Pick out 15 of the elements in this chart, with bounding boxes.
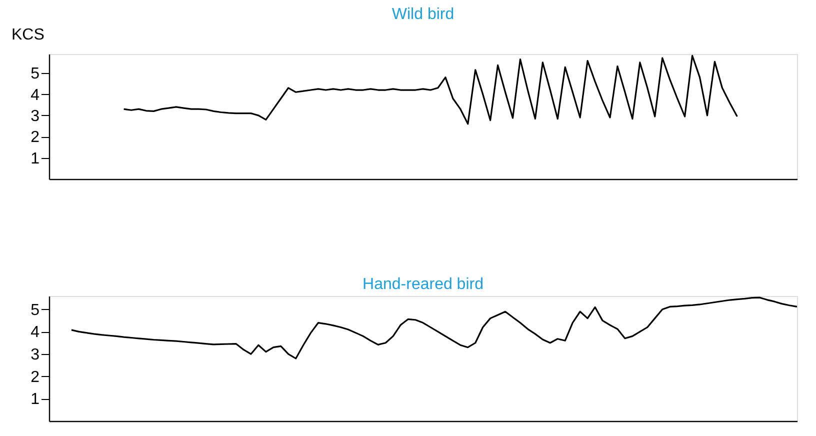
line-series xyxy=(123,54,738,125)
y-tick-label: 3 xyxy=(30,346,40,364)
y-tick-label: 2 xyxy=(30,368,40,386)
y-tick-label: 4 xyxy=(30,324,40,342)
y-axis-title: KCS xyxy=(12,26,44,44)
chart-title: Hand-reared bird xyxy=(362,276,484,293)
y-tick-label: 3 xyxy=(30,108,40,125)
y-tick-label: 4 xyxy=(30,86,40,104)
y-tick-label: 2 xyxy=(30,129,40,146)
y-tick-label: 1 xyxy=(30,150,40,168)
y-tick-label: 1 xyxy=(30,391,40,408)
chart-title: Wild bird xyxy=(392,6,454,23)
y-tick-label: 5 xyxy=(30,302,40,319)
line-series xyxy=(70,296,798,360)
y-tick-label: 5 xyxy=(30,66,40,83)
